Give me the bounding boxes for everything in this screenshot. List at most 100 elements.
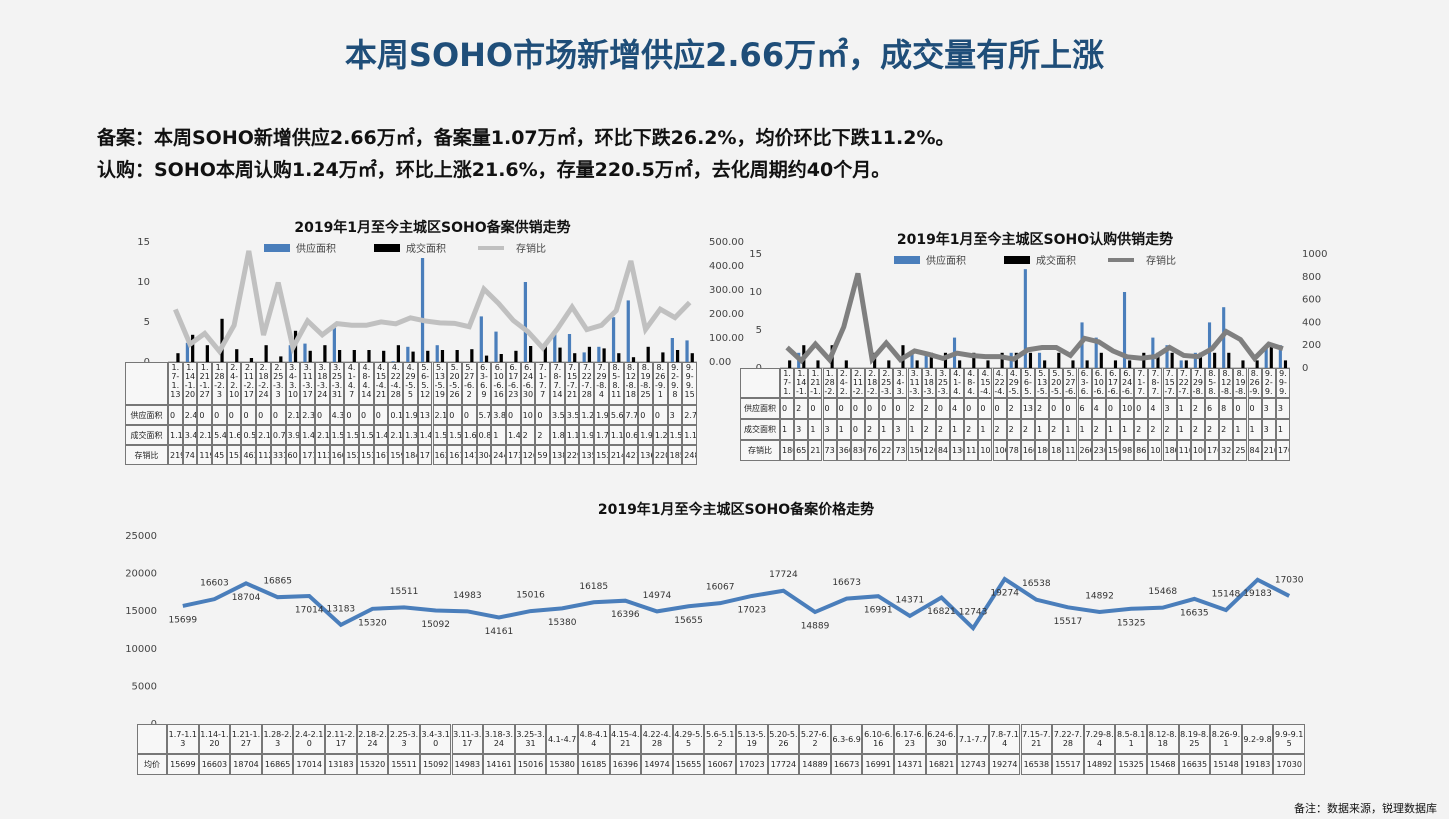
data-label: 14889 bbox=[801, 622, 830, 632]
value-cell: 17023 bbox=[736, 754, 768, 775]
value-cell: 110 bbox=[964, 440, 979, 461]
value-cell: 0 bbox=[1233, 398, 1248, 419]
category-cell: 1.28-2.3 bbox=[822, 368, 837, 398]
value-cell: 2.4 bbox=[182, 405, 198, 425]
value-cell: 0 bbox=[1063, 398, 1078, 419]
category-cell: 6.17-6.23 bbox=[1105, 368, 1120, 398]
value-cell: 4 bbox=[950, 398, 965, 419]
data-label: 16865 bbox=[263, 577, 292, 587]
bar bbox=[382, 350, 386, 362]
value-cell: 1.6 bbox=[226, 425, 242, 445]
legend-label: 成交面积 bbox=[406, 242, 446, 255]
value-cell: 1.8 bbox=[550, 425, 565, 445]
summary-line: 备案：本周SOHO新增供应2.66万㎡，备案量1.07万㎡，环比下跌26.2%，… bbox=[97, 127, 955, 149]
bar bbox=[958, 360, 962, 368]
category-cell: 3.18-3.24 bbox=[314, 362, 330, 405]
value-cell: 244 bbox=[491, 445, 506, 465]
bar bbox=[887, 360, 891, 368]
row-label: 成交面积 bbox=[740, 419, 780, 440]
value-cell: 180 bbox=[1162, 440, 1177, 461]
value-cell: 84 bbox=[935, 440, 950, 461]
category-cell: 5.20-5.26 bbox=[767, 724, 800, 754]
value-cell: 1.1 bbox=[168, 425, 183, 445]
value-cell: 84 bbox=[1247, 440, 1262, 461]
value-cell: 0.7 bbox=[270, 425, 286, 445]
category-cell: 7.22-7.28 bbox=[1052, 724, 1084, 754]
value-cell: 130 bbox=[950, 440, 965, 461]
row-label: 均价 bbox=[137, 754, 167, 775]
value-cell: 14161 bbox=[483, 754, 515, 775]
bar bbox=[1241, 360, 1245, 368]
value-cell: 10 bbox=[1120, 398, 1135, 419]
value-cell: 16635 bbox=[1178, 754, 1211, 775]
y2-tick-label: 200.00 bbox=[709, 309, 744, 320]
value-cell: 19183 bbox=[1241, 754, 1274, 775]
value-cell: 153 bbox=[359, 445, 374, 465]
bar bbox=[1071, 360, 1075, 368]
bar bbox=[573, 353, 577, 362]
bar bbox=[484, 355, 489, 362]
value-cell: 1.7 bbox=[594, 425, 609, 445]
value-cell: 173 bbox=[505, 445, 521, 465]
category-cell: 1.21-1.27 bbox=[230, 724, 262, 754]
data-label: 15517 bbox=[1054, 617, 1083, 627]
value-cell: 220 bbox=[652, 445, 668, 465]
value-cell: 2.3 bbox=[300, 405, 315, 425]
value-cell: 1 bbox=[1176, 398, 1191, 419]
value-cell: 2.1 bbox=[197, 425, 213, 445]
bar bbox=[411, 351, 415, 362]
bar bbox=[915, 360, 919, 368]
bar bbox=[479, 316, 483, 362]
bar bbox=[1269, 345, 1273, 368]
value-cell: 1.9 bbox=[403, 405, 418, 425]
data-label: 16991 bbox=[864, 606, 893, 616]
value-cell: 2 bbox=[907, 398, 922, 419]
value-cell: 0 bbox=[865, 398, 880, 419]
bar bbox=[1128, 360, 1132, 368]
value-cell: 1.5 bbox=[447, 425, 462, 445]
bar bbox=[670, 338, 674, 362]
bar bbox=[514, 350, 518, 362]
bar bbox=[986, 360, 990, 368]
value-cell: 17724 bbox=[767, 754, 800, 775]
value-cell: 14983 bbox=[451, 754, 484, 775]
summary-line: 认购：SOHO本周认购1.24万㎡，环比上涨21.6%，存量220.5万㎡，去化… bbox=[97, 159, 891, 181]
value-cell: 100 bbox=[1148, 440, 1163, 461]
value-cell: 0 bbox=[197, 405, 213, 425]
data-label: 17014 bbox=[295, 606, 324, 616]
category-cell: 6.3-6.9 bbox=[476, 362, 492, 405]
value-cell: 0 bbox=[978, 398, 993, 419]
value-cell: 0 bbox=[373, 405, 389, 425]
value-cell: 1.9 bbox=[594, 405, 609, 425]
legend-label: 供应面积 bbox=[926, 254, 966, 267]
value-cell: 161 bbox=[447, 445, 462, 465]
value-cell: 2 bbox=[1134, 419, 1149, 440]
value-cell: 0 bbox=[256, 405, 271, 425]
legend-label: 存销比 bbox=[1146, 254, 1176, 267]
value-cell: 2 bbox=[520, 425, 536, 445]
value-cell: 100 bbox=[978, 440, 993, 461]
category-cell: 8.19-8.25 bbox=[1178, 724, 1211, 754]
value-cell: 12743 bbox=[957, 754, 989, 775]
bar bbox=[191, 334, 195, 362]
value-cell: 180 bbox=[1035, 440, 1050, 461]
value-cell: 1 bbox=[1120, 419, 1135, 440]
value-cell: 150 bbox=[1105, 440, 1120, 461]
chart-title: 2019年1月至今主城区SOHO备案供销走势 bbox=[294, 219, 570, 236]
value-cell: 214 bbox=[608, 445, 624, 465]
data-label: 15699 bbox=[168, 615, 197, 625]
value-cell: 2 bbox=[921, 419, 936, 440]
y2-tick-label: 800 bbox=[1302, 272, 1321, 283]
value-cell: 1.5 bbox=[359, 425, 374, 445]
value-cell: 1 bbox=[836, 419, 851, 440]
category-cell: 5.6-5.12 bbox=[704, 724, 736, 754]
value-cell: 138 bbox=[550, 445, 565, 465]
bar bbox=[1037, 352, 1042, 368]
value-cell: 119 bbox=[197, 445, 213, 465]
category-cell: 5.13-5.19 bbox=[432, 362, 448, 405]
value-cell: 1 bbox=[1247, 419, 1262, 440]
value-cell: 4.3 bbox=[329, 405, 345, 425]
category-cell: 4.22-4.28 bbox=[388, 362, 404, 405]
value-cell: 98 bbox=[1120, 440, 1135, 461]
bar bbox=[910, 352, 914, 368]
